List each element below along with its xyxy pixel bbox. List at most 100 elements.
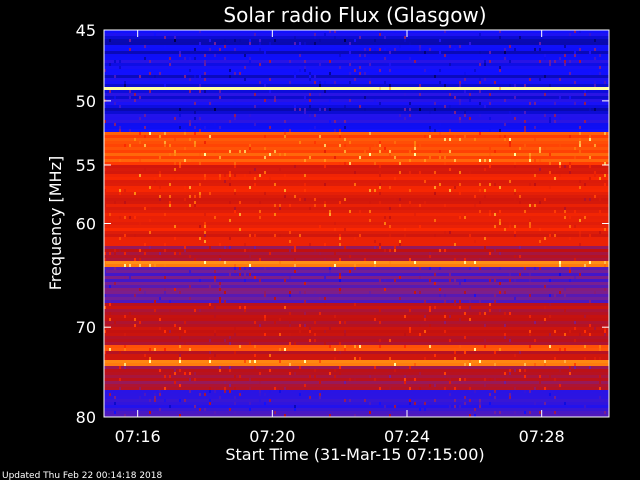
heatmap-cell (589, 135, 591, 138)
heatmap-cell (219, 243, 221, 246)
heatmap-cell (589, 261, 591, 264)
heatmap-cell (204, 234, 206, 237)
heatmap-cell (494, 411, 496, 414)
heatmap-cell (559, 384, 561, 387)
heatmap-cell (234, 390, 236, 393)
heatmap-cell (439, 39, 441, 42)
heatmap-cell (454, 111, 456, 114)
heatmap-cell (179, 327, 181, 330)
heatmap-cell (254, 246, 256, 249)
heatmap-cell (464, 396, 466, 399)
heatmap-cell (394, 246, 396, 249)
heatmap-row (104, 351, 609, 354)
heatmap-cell (399, 276, 401, 279)
heatmap-cell (179, 384, 181, 387)
heatmap-cell (419, 144, 421, 147)
heatmap-cell (354, 264, 356, 267)
heatmap-cell (419, 108, 421, 111)
heatmap-cell (569, 330, 571, 333)
heatmap-cell (194, 132, 196, 135)
heatmap-cell (599, 387, 601, 390)
heatmap-cell (319, 87, 321, 90)
heatmap-cell (489, 129, 491, 132)
heatmap-cell (574, 327, 576, 330)
heatmap-cell (334, 375, 336, 378)
heatmap-cell (239, 267, 241, 270)
heatmap-cell (499, 36, 501, 39)
heatmap-cell (229, 237, 231, 240)
heatmap-cell (269, 90, 271, 93)
heatmap-cell (164, 132, 166, 135)
heatmap-cell (239, 273, 241, 276)
heatmap-cell (474, 204, 476, 207)
heatmap-cell (159, 171, 161, 174)
heatmap-cell (459, 81, 461, 84)
heatmap-cell (234, 264, 236, 267)
heatmap-cell (559, 144, 561, 147)
heatmap-cell (544, 318, 546, 321)
heatmap-cell (439, 288, 441, 291)
heatmap-cell (119, 249, 121, 252)
heatmap-cell (164, 213, 166, 216)
heatmap-cell (479, 300, 481, 303)
heatmap-cell (464, 351, 466, 354)
heatmap-row (104, 258, 609, 261)
heatmap-cell (224, 291, 226, 294)
heatmap-cell (564, 63, 566, 66)
heatmap-row (104, 147, 609, 150)
heatmap-cell (549, 60, 551, 63)
heatmap-cell (444, 315, 446, 318)
heatmap-cell (454, 186, 456, 189)
heatmap-cell (489, 210, 491, 213)
heatmap-cell (549, 333, 551, 336)
heatmap-cell (464, 90, 466, 93)
heatmap-cell (184, 132, 186, 135)
heatmap-cell (279, 360, 281, 363)
heatmap-cell (594, 291, 596, 294)
heatmap-cell (119, 99, 121, 102)
heatmap-cell (444, 375, 446, 378)
heatmap-cell (454, 279, 456, 282)
heatmap-cell (419, 408, 421, 411)
heatmap-cell (579, 48, 581, 51)
heatmap-cell (324, 204, 326, 207)
heatmap-cell (449, 129, 451, 132)
heatmap-cell (469, 300, 471, 303)
heatmap-row (104, 63, 609, 66)
heatmap-cell (394, 30, 396, 33)
heatmap-cell (384, 57, 386, 60)
heatmap-cell (589, 33, 591, 36)
heatmap-cell (144, 114, 146, 117)
heatmap-cell (199, 195, 201, 198)
heatmap-cell (544, 147, 546, 150)
heatmap-cell (444, 105, 446, 108)
heatmap-cell (424, 159, 426, 162)
heatmap-cell (209, 306, 211, 309)
heatmap-cell (194, 111, 196, 114)
heatmap-cell (534, 102, 536, 105)
heatmap-row (104, 204, 609, 207)
heatmap-cell (529, 225, 531, 228)
heatmap-cell (259, 324, 261, 327)
heatmap-cell (554, 234, 556, 237)
heatmap-row (104, 390, 609, 393)
heatmap-cell (354, 39, 356, 42)
heatmap-cell (254, 321, 256, 324)
heatmap-cell (294, 342, 296, 345)
heatmap-cell (499, 129, 501, 132)
heatmap-cell (404, 39, 406, 42)
heatmap-cell (429, 126, 431, 129)
heatmap-cell (189, 186, 191, 189)
heatmap-row (104, 72, 609, 75)
heatmap-cell (414, 261, 416, 264)
heatmap-cell (284, 132, 286, 135)
heatmap-cell (509, 138, 511, 141)
heatmap-cell (359, 66, 361, 69)
heatmap-cell (514, 225, 516, 228)
heatmap-cell (299, 54, 301, 57)
heatmap-cell (209, 303, 211, 306)
heatmap-cell (344, 321, 346, 324)
heatmap-cell (324, 297, 326, 300)
heatmap-cell (254, 366, 256, 369)
heatmap-cell (209, 399, 211, 402)
